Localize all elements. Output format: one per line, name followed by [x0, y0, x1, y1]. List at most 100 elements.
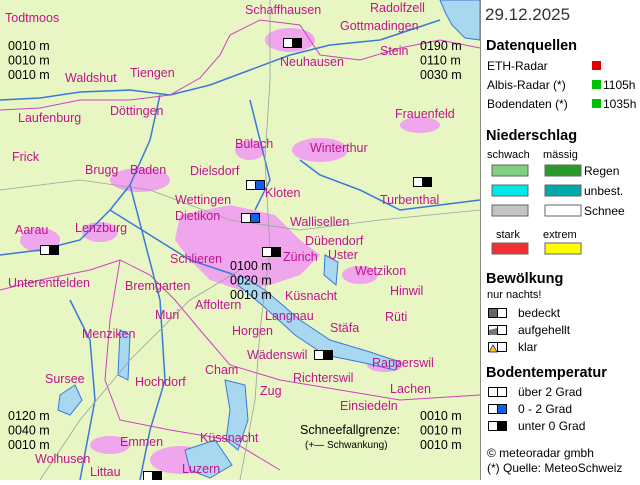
place-label: Turbenthal	[380, 193, 439, 207]
place-label: Rüti	[385, 310, 407, 324]
swatch	[491, 204, 529, 217]
place-label: Emmen	[120, 435, 163, 449]
place-label: Schlieren	[170, 252, 222, 266]
station-right	[292, 38, 302, 48]
map-labels: Todtmoos Schaffhausen Radolfzell Gottmading…	[5, 1, 462, 479]
row-label: Regen	[584, 164, 619, 178]
place-label: Zug	[260, 384, 282, 398]
lake	[323, 254, 339, 286]
place-label: Frick	[12, 150, 40, 164]
snow-depth: 0040 m	[8, 424, 50, 438]
lake	[57, 384, 83, 416]
station-right	[255, 180, 265, 190]
place-label: Brugg	[85, 163, 118, 177]
lake	[224, 379, 249, 451]
legend-label: über 2 Grad	[518, 385, 582, 399]
source-label: ETH-Radar	[487, 59, 548, 73]
place-label: Kloten	[265, 186, 300, 200]
swatch	[544, 184, 582, 197]
source-label: Albis-Radar (*)	[487, 78, 566, 92]
swatch	[544, 242, 582, 255]
place-label: Littau	[90, 465, 121, 479]
place-label: Todtmoos	[5, 11, 59, 25]
snow-depth: 0010 m	[8, 54, 50, 68]
snow-depth: 0020 m	[230, 274, 272, 288]
place-label: Küsnacht	[285, 289, 338, 303]
map: Todtmoos Schaffhausen Radolfzell Gottmading…	[0, 0, 481, 481]
place-label: Wettingen	[175, 193, 231, 207]
place-label: Radolfzell	[370, 1, 425, 15]
temperature-icon	[488, 387, 507, 431]
status-indicator	[592, 61, 601, 70]
section-title: Bodentemperatur	[486, 365, 607, 381]
snow-depth: 0010 m	[420, 409, 462, 423]
station-left	[262, 247, 272, 257]
snowline-label: Schneefallgrenze:	[300, 423, 400, 437]
place-label: Tiengen	[130, 66, 175, 80]
snow-depth: 0010 m	[8, 39, 50, 53]
legend-label: unter 0 Grad	[518, 419, 585, 433]
place-label: Dübendorf	[305, 234, 364, 248]
place-label: Wallisellen	[290, 215, 349, 229]
lake	[439, 0, 481, 41]
place-label: Langnau	[265, 309, 314, 323]
panel-background	[480, 0, 640, 480]
place-label: Luzern	[182, 462, 220, 476]
station-right	[152, 471, 162, 481]
place-label: Baden	[130, 163, 166, 177]
place-label: Dietikon	[175, 209, 220, 223]
station-left	[241, 213, 251, 223]
row-label: unbest.	[584, 184, 623, 198]
place-label: Aarau	[15, 223, 48, 237]
swatch	[491, 242, 529, 255]
station-left	[314, 350, 324, 360]
place-label: Horgen	[232, 324, 273, 338]
station-right	[49, 245, 59, 255]
row-label: Schnee	[584, 204, 625, 218]
place-label: Wolhusen	[35, 452, 90, 466]
snow-depth: 0010 m	[8, 438, 50, 452]
legend-label: 0 - 2 Grad	[518, 402, 572, 416]
swatch	[491, 164, 529, 177]
place-label: Stein	[380, 44, 409, 58]
place-label: Sursee	[45, 372, 85, 386]
swatch	[544, 204, 582, 217]
legend-label: aufgehellt	[518, 323, 571, 337]
place-label: Dielsdorf	[190, 164, 240, 178]
snow-depth: 0120 m	[8, 409, 50, 423]
swatch	[544, 164, 582, 177]
borders	[0, 19, 481, 471]
place-label: Frauenfeld	[395, 107, 455, 121]
place-label: Uster	[328, 248, 358, 262]
source-time: 1105h	[603, 78, 635, 92]
place-label: Neuhausen	[280, 55, 344, 69]
place-label: Lenzburg	[75, 221, 127, 235]
status-indicator	[592, 99, 601, 108]
column-label: mässig	[543, 149, 578, 161]
place-label: Wetzikon	[355, 264, 406, 278]
station-left	[246, 180, 256, 190]
snow-depth: 0190 m	[420, 39, 462, 53]
snow-depth: 0030 m	[420, 68, 462, 82]
legend-label: klar	[518, 340, 537, 354]
section-title: Datenquellen	[486, 38, 577, 54]
station-right	[250, 213, 260, 223]
place-label: Stäfa	[330, 321, 359, 335]
station-left	[413, 177, 423, 187]
section-title: Bewölkung	[486, 271, 563, 287]
lake	[184, 439, 233, 479]
source-note: (*) Quelle: MeteoSchweiz	[487, 461, 622, 475]
place-label: Zürich	[283, 250, 318, 264]
place-label: Laufenburg	[18, 111, 81, 125]
snow-depth: 0010 m	[420, 424, 462, 438]
lake	[117, 329, 131, 381]
place-label: Einsiedeln	[340, 399, 398, 413]
date: 29.12.2025	[485, 5, 570, 24]
snow-depth: 0010 m	[230, 288, 272, 302]
snow-depth: 0110 m	[420, 54, 461, 68]
place-label: Bülach	[235, 137, 273, 151]
place-label: Waldshut	[65, 71, 117, 85]
legend-panel: 29.12.2025 Datenquellen ETH-Radar Albis-…	[480, 0, 640, 480]
swatch	[491, 184, 529, 197]
